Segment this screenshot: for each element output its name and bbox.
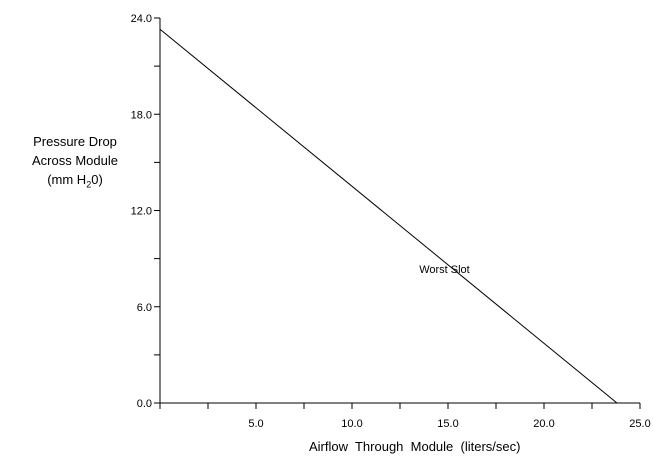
y-tick-label: 18.0 xyxy=(131,109,152,121)
x-axis-label: Airflow Through Module (liters/sec) xyxy=(309,439,521,454)
y-axis-label-line2: Across Module xyxy=(32,153,118,168)
series-line xyxy=(159,28,618,404)
y-axis-label-subscript: 2 xyxy=(86,179,92,190)
tick-labels: 5.0 10.0 15.0 20.0 25.0 0.0 6.0 12.0 18.0 24.0 xyxy=(131,13,651,430)
axes xyxy=(159,18,640,404)
x-tick-label: 15.0 xyxy=(437,418,458,430)
series xyxy=(159,28,618,404)
y-axis-label-prefix: (mm H xyxy=(47,172,87,187)
x-tick-label: 5.0 xyxy=(248,418,263,430)
y-axis-label-line1: Pressure Drop xyxy=(33,134,117,149)
y-tick-label: 24.0 xyxy=(131,13,152,25)
annotations: Worst Slot xyxy=(419,264,470,276)
y-tick-label: 0.0 xyxy=(137,398,152,410)
y-axis-label-line3: (mm H20) xyxy=(0,172,150,193)
x-tick-label: 25.0 xyxy=(629,418,650,430)
x-tick-label: 20.0 xyxy=(533,418,554,430)
y-tick-label: 12.0 xyxy=(131,206,152,218)
ticks xyxy=(154,17,641,409)
y-tick-label: 6.0 xyxy=(137,302,152,314)
x-tick-label: 10.0 xyxy=(341,418,362,430)
series-annotation: Worst Slot xyxy=(419,264,470,276)
y-axis-label-suffix: 0) xyxy=(91,172,103,187)
